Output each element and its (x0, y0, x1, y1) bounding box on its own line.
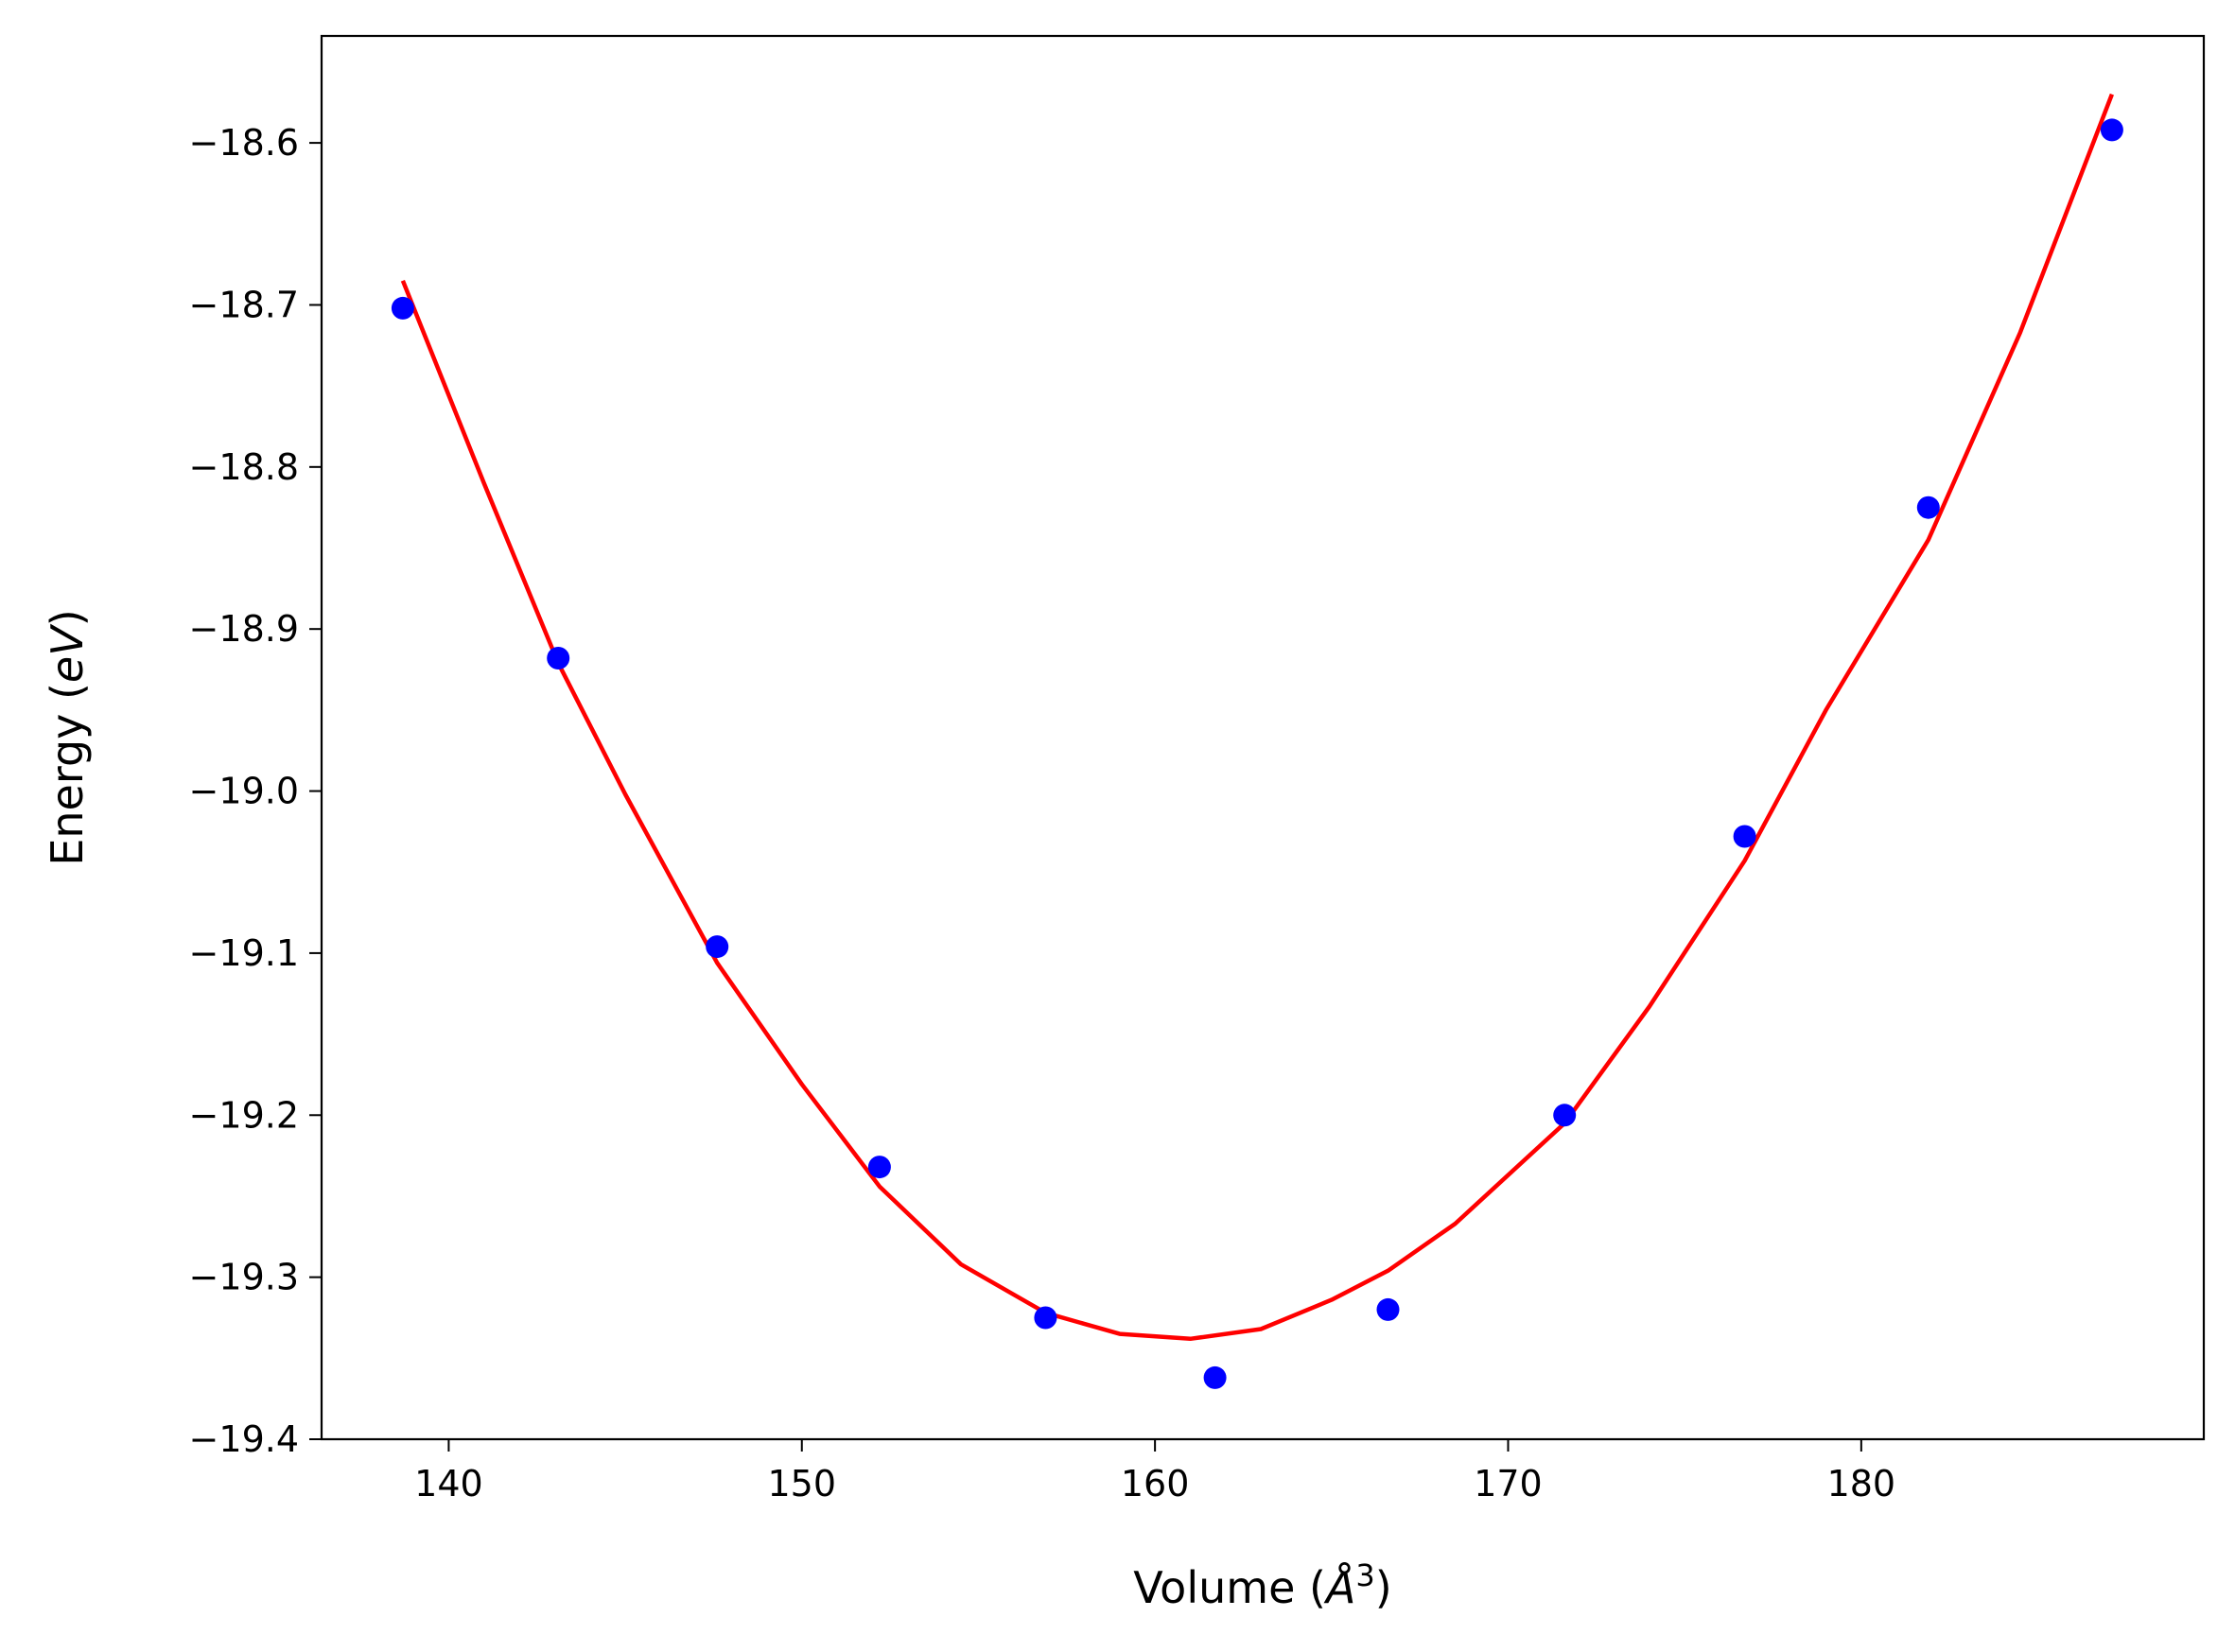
data-point (706, 935, 729, 959)
y-tick-label: −18.6 (189, 122, 299, 164)
data-point (547, 647, 570, 669)
y-tick-label: −18.9 (189, 608, 299, 650)
data-point (1916, 496, 1940, 519)
x-tick-label: 150 (768, 1463, 837, 1504)
x-axis-label-close: ) (1375, 1562, 1392, 1613)
y-tick-label: −18.7 (189, 284, 299, 325)
x-axis-ticks: 140 150 160 170 180 (414, 1439, 1895, 1504)
x-tick-label: 140 (414, 1463, 483, 1504)
x-axis-label-superscript: 3 (1355, 1557, 1374, 1593)
y-axis-label: Energy (eV) (42, 609, 93, 865)
y-tick-label: −19.0 (189, 771, 299, 812)
y-tick-label: −19.3 (189, 1257, 299, 1298)
x-tick-label: 160 (1121, 1463, 1190, 1504)
x-axis-label-symbol: Å (1323, 1562, 1355, 1613)
y-axis-ticks: −19.4 −19.3 −19.2 −19.1 −19.0 −18.9 −18.8 −18.7… (189, 122, 322, 1460)
y-tick-label: −19.1 (189, 932, 299, 974)
data-point (2100, 118, 2123, 142)
y-tick-label: −19.4 (189, 1418, 299, 1460)
x-tick-label: 170 (1474, 1463, 1543, 1504)
x-axis-label-text: Volume ( (1133, 1562, 1326, 1613)
fit-curve (400, 93, 2114, 1342)
data-point (391, 296, 414, 320)
data-point (1203, 1365, 1227, 1389)
data-point (1034, 1306, 1057, 1330)
data-point (867, 1156, 891, 1179)
y-tick-label: −19.2 (189, 1094, 299, 1136)
x-axis-label: Volume (Å3) (1133, 1557, 1391, 1613)
x-tick-label: 180 (1827, 1463, 1896, 1504)
y-axis-label-unit: eV (42, 623, 93, 683)
data-point (1553, 1104, 1577, 1127)
data-point (1376, 1297, 1400, 1321)
plot-frame (320, 34, 2206, 1441)
plot-marks (391, 93, 2123, 1389)
y-axis-label-text: Energy ( (42, 683, 93, 866)
y-axis-label-close: ) (42, 609, 93, 626)
data-point (1733, 825, 1756, 848)
y-tick-label: −18.8 (189, 446, 299, 488)
